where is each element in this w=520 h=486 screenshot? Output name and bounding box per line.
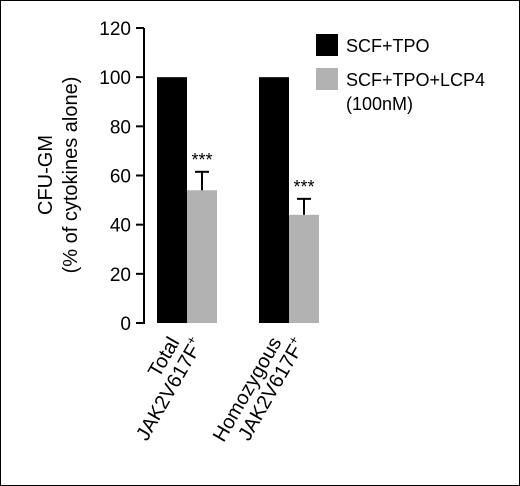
- significance-label-c1: ***: [293, 177, 314, 197]
- bar-s1-c0: [187, 190, 217, 323]
- axes: 0 20 40 60 80 100 120: [99, 19, 145, 335]
- bars: *** ***: [157, 77, 319, 324]
- y-tick-label-0: 0: [120, 314, 131, 335]
- y-axis-label-line1: CFU-GM: [35, 135, 57, 215]
- legend: SCF+TPO SCF+TPO+LCP4 (100nM): [316, 34, 485, 114]
- bar-s0-c1: [259, 77, 289, 324]
- bar-s1-c1: [289, 214, 319, 323]
- legend-label-1: SCF+TPO+LCP4: [346, 70, 485, 90]
- significance-label-c0: ***: [191, 150, 212, 170]
- y-tick-label-40: 40: [110, 216, 131, 237]
- y-axis-label-line2: (% of cytokines alone): [60, 77, 82, 274]
- y-tick-label-20: 20: [110, 265, 131, 286]
- legend-label-1-line2: (100nM): [346, 94, 413, 114]
- legend-swatch-1: [316, 68, 338, 90]
- legend-label-0: SCF+TPO: [346, 36, 430, 56]
- y-tick-label-60: 60: [110, 167, 131, 188]
- bar-s0-c0: [157, 77, 187, 324]
- y-axis-label: CFU-GM (% of cytokines alone): [35, 77, 82, 274]
- legend-swatch-0: [316, 34, 338, 56]
- y-tick-label-120: 120: [99, 19, 131, 40]
- y-tick-label-100: 100: [99, 68, 131, 89]
- y-tick-label-80: 80: [110, 117, 131, 138]
